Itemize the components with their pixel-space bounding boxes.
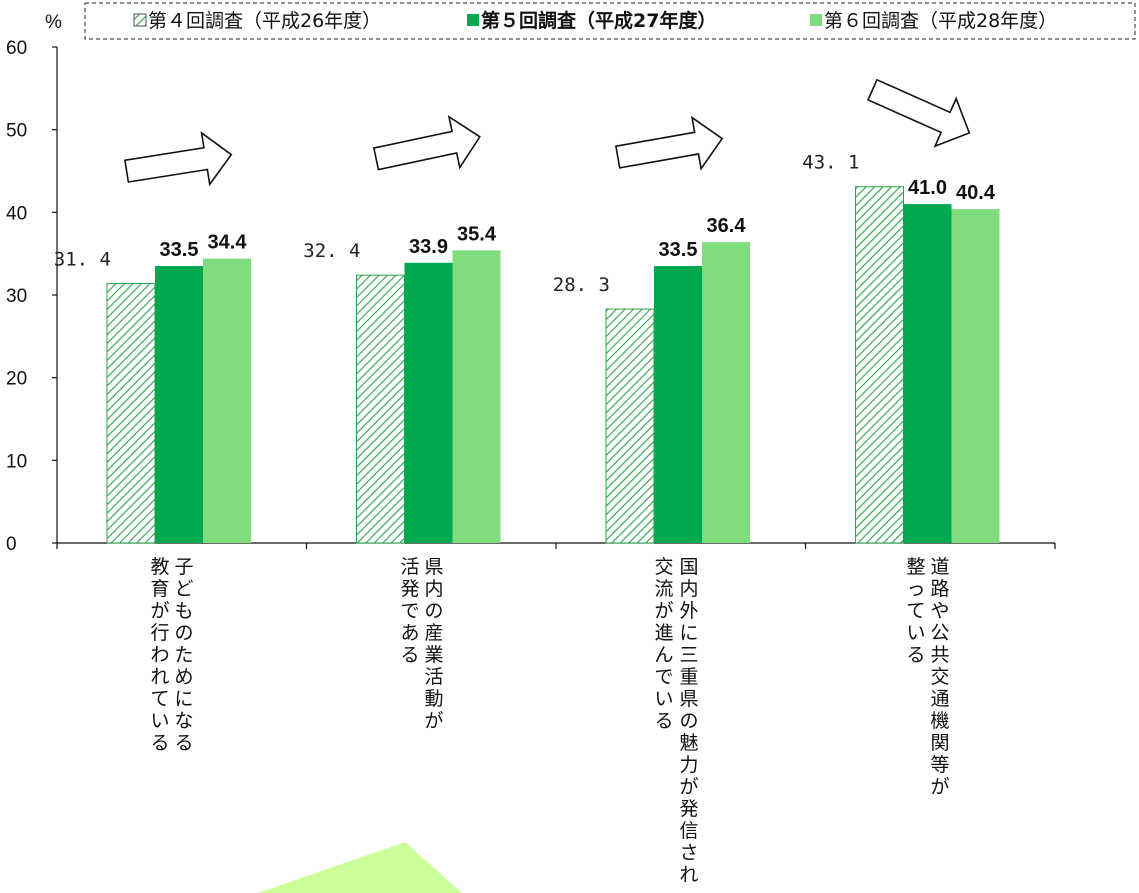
legend-swatch	[133, 13, 147, 27]
y-axis-unit-label: %	[45, 12, 62, 33]
legend-frame	[84, 2, 1136, 40]
y-tick-label: 50	[6, 121, 27, 142]
data-label: 32. 4	[303, 240, 360, 262]
increase-arrow	[614, 115, 724, 171]
bar	[404, 262, 453, 543]
increase-arrow	[124, 131, 233, 187]
arrow-shape	[866, 78, 971, 148]
category-label: 整っている	[906, 556, 925, 666]
increase-arrow	[372, 115, 481, 171]
legend-label: 第６回調査（平成28年度）	[824, 10, 1057, 32]
bar	[356, 274, 405, 544]
bar	[951, 209, 1000, 543]
data-label: 33.5	[160, 239, 199, 261]
data-label: 43. 1	[802, 152, 859, 174]
y-tick-label: 0	[6, 534, 17, 555]
legend-swatch	[467, 14, 479, 26]
increase-arrow	[866, 78, 971, 148]
y-tick-label: 40	[6, 203, 27, 224]
corner-decoration-shape	[258, 842, 462, 893]
y-tick-label: 10	[6, 451, 27, 472]
category-label: 活発である	[400, 556, 419, 666]
y-tick-label: 30	[6, 286, 27, 307]
data-label: 33.5	[659, 239, 698, 261]
category-label: 道路や公共交通機関等が	[930, 556, 949, 798]
data-label: 40.4	[956, 182, 996, 204]
y-tick-label: 60	[6, 38, 27, 59]
y-tick-label: 20	[6, 369, 27, 390]
arrow-shape	[614, 115, 724, 171]
bar	[654, 266, 702, 543]
data-label: 36.4	[707, 215, 747, 237]
bar	[106, 282, 156, 544]
data-label: 31. 4	[54, 248, 111, 270]
data-label: 28. 3	[553, 274, 610, 296]
bar	[605, 308, 655, 544]
data-label: 35.4	[457, 223, 497, 245]
bar	[155, 266, 203, 543]
legend-swatch	[810, 14, 822, 26]
legend-label: 第４回調査（平成26年度）	[148, 10, 381, 32]
bar	[855, 186, 904, 544]
bar	[702, 242, 750, 544]
category-label: 県内の産業活動が	[424, 556, 443, 732]
data-label: 41.0	[908, 177, 947, 199]
decoration-layer	[258, 842, 462, 893]
arrow-shape	[372, 115, 481, 171]
data-label: 34.4	[208, 232, 248, 254]
category-label: 子どものためになる	[174, 556, 193, 754]
arrow-shape	[124, 131, 233, 187]
bars	[106, 186, 1000, 544]
legend-label: 第５回調査（平成27年度）	[481, 9, 716, 32]
category-label: 交流が進んでいる	[654, 556, 673, 732]
data-labels: 31. 4 33.5 34.4 32. 4 33.9 35.4 28. 3 33.5 36.4 4…	[54, 152, 996, 296]
legend: 第４回調査（平成26年度） 第５回調査（平成27年度） 第６回調査（平成28年度）	[84, 2, 1136, 40]
category-label: 国内外に三重県の魅力が発信され、	[679, 556, 698, 893]
data-label: 33.9	[409, 236, 448, 258]
bar	[203, 258, 251, 543]
trend-arrows	[124, 78, 971, 187]
bar	[903, 204, 952, 544]
category-label: 教育が行われている	[150, 556, 169, 754]
bar	[452, 250, 501, 544]
